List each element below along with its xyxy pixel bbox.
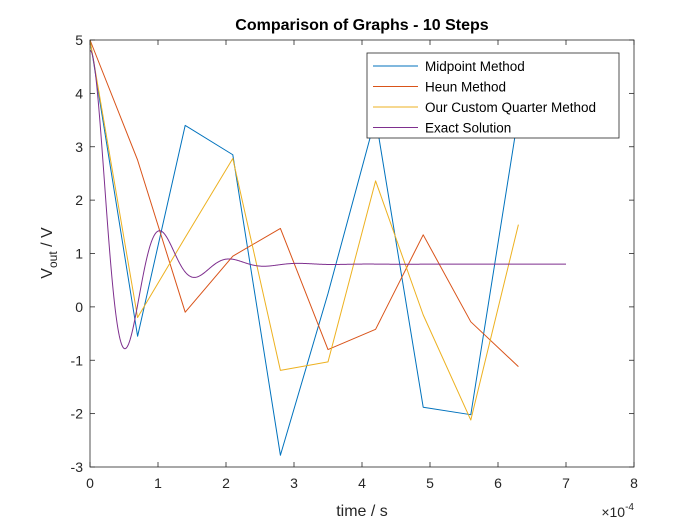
x-tick-label: 3 xyxy=(290,475,298,491)
y-tick-label: -1 xyxy=(71,352,84,368)
y-axis-label: Vout / V xyxy=(39,227,60,279)
series-layer xyxy=(89,39,566,456)
legend-label-exact-solution: Exact Solution xyxy=(425,121,511,136)
x-tick-label: 1 xyxy=(154,475,162,491)
x-axis-label: time / s xyxy=(336,503,388,520)
chart-title: Comparison of Graphs - 10 Steps xyxy=(235,17,488,34)
y-label-rest: / V xyxy=(39,227,56,251)
x-tick-label: 5 xyxy=(426,475,434,491)
y-tick-label: 0 xyxy=(75,299,83,315)
y-label-main: V xyxy=(39,268,56,279)
legend-label-midpoint-method: Midpoint Method xyxy=(425,59,525,74)
x-tick-label: 0 xyxy=(86,475,94,491)
legend-items: Midpoint Method Heun Method Our Custom Qua… xyxy=(373,59,596,136)
y-tick-label: 3 xyxy=(75,139,83,155)
y-tick-label: 2 xyxy=(75,192,83,208)
x-tick-label: 8 xyxy=(630,475,638,491)
y-tick-label: 5 xyxy=(75,32,83,48)
series-line-heun-method xyxy=(89,39,519,368)
x-tick-label: 6 xyxy=(494,475,502,491)
x-exponent-base: ×10 xyxy=(601,504,625,520)
series-line-exact-solution xyxy=(89,50,566,350)
x-axis-ticks: 0 1 2 3 4 5 6 7 8 xyxy=(86,40,638,491)
y-tick-label: 1 xyxy=(75,246,83,262)
series-line-our-custom-quarter-method xyxy=(89,39,519,421)
legend-box xyxy=(366,52,620,139)
x-axis-exponent: ×10-4 xyxy=(601,502,634,520)
y-tick-label: 4 xyxy=(75,85,83,101)
legend: Midpoint Method Heun Method Our Custom Qua… xyxy=(366,52,620,139)
y-tick-label: -2 xyxy=(71,406,84,422)
y-tick-label: -3 xyxy=(71,459,84,475)
legend-label-our-custom-quarter-method: Our Custom Quarter Method xyxy=(425,100,596,115)
x-tick-label: 7 xyxy=(562,475,570,491)
y-axis-ticks: -3 -2 -1 0 1 2 3 4 5 xyxy=(71,32,634,475)
x-exponent-power: -4 xyxy=(625,502,634,513)
legend-label-heun-method: Heun Method xyxy=(425,80,506,95)
x-tick-label: 4 xyxy=(358,475,366,491)
x-tick-label: 2 xyxy=(222,475,230,491)
y-label-sub: out xyxy=(46,251,60,268)
